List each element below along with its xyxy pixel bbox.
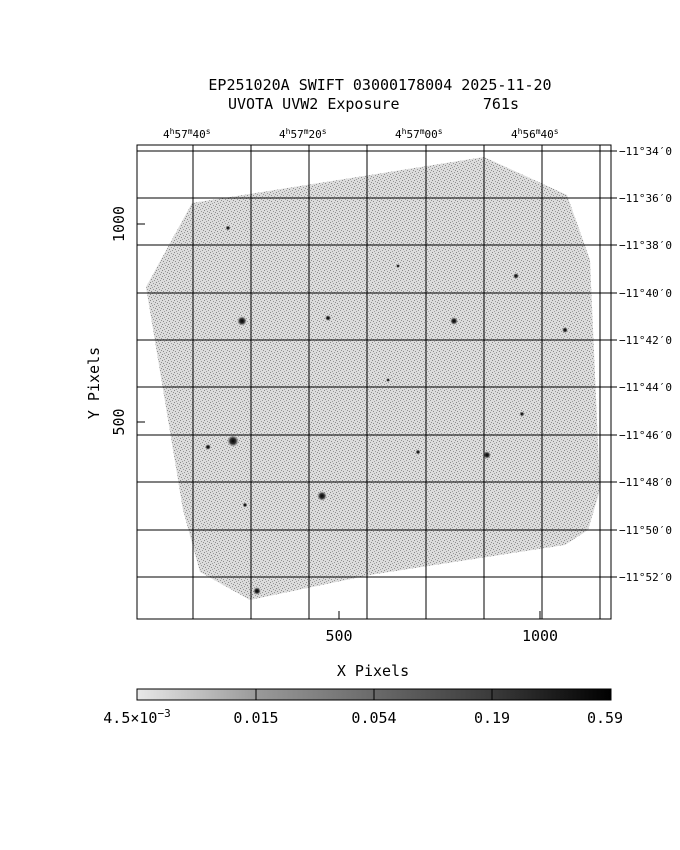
source: [225, 225, 231, 231]
dec-tick-label: −11°40′0: [619, 287, 672, 300]
ra-grid: [192, 145, 601, 619]
source: [415, 449, 421, 455]
source: [325, 315, 331, 321]
source: [396, 264, 400, 268]
dec-tick-label: −11°50′0: [619, 524, 672, 537]
source: [227, 435, 239, 447]
dec-tick-label: −11°36′0: [619, 192, 672, 205]
source: [237, 316, 247, 326]
dec-tick-label: −11°48′0: [619, 476, 672, 489]
dec-tick-label: −11°34′0: [619, 145, 672, 158]
source: [386, 378, 390, 382]
ra-tick-label: 4h57m00s: [395, 127, 443, 141]
source: [519, 411, 525, 417]
source: [513, 273, 519, 279]
sources: [205, 225, 568, 595]
source: [483, 451, 491, 459]
colorbar-tick-label: 0.19: [474, 709, 510, 727]
y-tick-label: 1000: [110, 206, 128, 242]
colorbar-tick-label: 0.59: [587, 709, 623, 727]
ra-tick-labels: 4h57m40s 4h57m20s 4h57m00s 4h56m40s: [163, 127, 559, 141]
ra-tick-label: 4h56m40s: [511, 127, 559, 141]
source: [562, 327, 568, 333]
dec-tick-label: −11°38′0: [619, 239, 672, 252]
dec-tick-labels: −11°34′0 −11°36′0 −11°38′0 −11°40′0 −11°…: [611, 145, 672, 584]
y-axis-label: Y Pixels: [85, 347, 103, 419]
colorbar-tick-label: 4.5×10−3: [103, 707, 170, 727]
ra-tick-label: 4h57m20s: [279, 127, 327, 141]
colorbar: 4.5×10−3 0.015 0.054 0.19 0.59: [103, 688, 623, 727]
colorbar-tick-label: 0.015: [233, 709, 278, 727]
chart-subtitle: UVOTA UVW2 Exposure: [228, 95, 400, 113]
x-axis-label: X Pixels: [337, 662, 409, 680]
dec-tick-label: −11°52′0: [619, 571, 672, 584]
source: [253, 587, 261, 595]
source: [205, 444, 211, 450]
x-tick-label: 1000: [522, 627, 558, 645]
source: [450, 317, 458, 325]
x-tick-label: 500: [325, 627, 352, 645]
dec-tick-label: −11°46′0: [619, 429, 672, 442]
y-axis: 1000 500 Y Pixels: [85, 206, 145, 436]
dec-tick-label: −11°42′0: [619, 334, 672, 347]
plot-frame: [136, 144, 612, 620]
exposure-time: 761s: [483, 95, 519, 113]
source: [242, 502, 248, 508]
dec-grid: [137, 150, 611, 578]
source: [317, 491, 327, 501]
ra-tick-label: 4h57m40s: [163, 127, 211, 141]
y-tick-label: 500: [110, 408, 128, 435]
dec-tick-label: −11°44′0: [619, 381, 672, 394]
colorbar-tick-label: 0.054: [351, 709, 396, 727]
x-axis: 500 1000 X Pixels: [325, 611, 558, 680]
exposure-footprint: [146, 157, 600, 600]
chart-title: EP251020A SWIFT 03000178004 2025-11-20: [208, 76, 551, 94]
